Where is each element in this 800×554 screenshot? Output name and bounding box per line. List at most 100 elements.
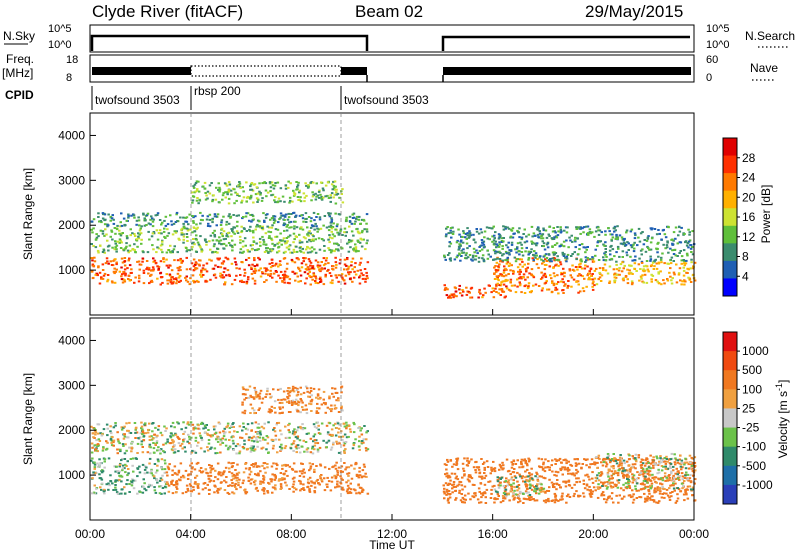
velocity-echo-cell <box>134 428 137 431</box>
power-echo-cell <box>292 241 295 244</box>
nave-tick-bottom: 0 <box>706 72 712 84</box>
nsky-panel-frame <box>89 24 695 53</box>
power-echo-cell <box>313 219 316 222</box>
power-echo-cell <box>239 186 242 189</box>
velocity-echo-cell <box>310 484 313 487</box>
velocity-echo-cell <box>105 423 109 426</box>
velocity-echo-cell <box>458 491 461 494</box>
velocity-echo-cell <box>512 471 516 474</box>
power-echo-cell <box>466 227 469 230</box>
velocity-echo-cell <box>167 490 171 493</box>
velocity-echo-cell <box>255 436 258 439</box>
velocity-echo-cell <box>339 482 343 485</box>
power-echo-cell <box>566 226 569 229</box>
velocity-echo-cell <box>543 470 547 473</box>
power-echo-cell <box>349 240 353 243</box>
power-echo-cell <box>314 192 317 195</box>
power-echo-cell <box>559 244 562 247</box>
velocity-echo-cell <box>585 464 588 467</box>
velocity-echo-cell <box>446 499 450 502</box>
power-echo-cell <box>250 220 253 223</box>
power-echo-cell <box>271 261 274 264</box>
velocity-echo-cell <box>96 465 100 468</box>
power-echo-cell <box>296 184 300 187</box>
velocity-echo-cell <box>217 488 221 491</box>
power-echo-cell <box>626 278 629 281</box>
power-echo-cell <box>468 254 472 256</box>
velocity-echo-cell <box>157 460 160 463</box>
power-echo-cell <box>332 268 335 271</box>
power-echo-cell <box>346 242 349 245</box>
power-echo-cell <box>511 269 515 272</box>
velocity-echo-cell <box>130 480 134 483</box>
power-echo-cell <box>245 212 248 215</box>
velocity-echo-cell <box>271 473 274 476</box>
power-echo-cell <box>185 247 188 249</box>
velocity-echo-cell <box>284 398 287 401</box>
velocity-echo-cell <box>542 461 545 464</box>
power-echo-cell <box>151 269 155 272</box>
velocity-echo-cell <box>171 421 175 424</box>
velocity-echo-cell <box>253 483 257 486</box>
power-echo-cell <box>271 184 275 187</box>
power-echo-cell <box>296 188 299 191</box>
power-echo-cell <box>497 274 501 277</box>
power-echo-cell <box>514 260 518 263</box>
power-echo-cell <box>613 276 616 279</box>
power-echo-cell <box>322 189 325 192</box>
power-echo-cell <box>320 261 323 263</box>
velocity-echo-cell <box>208 464 211 466</box>
velocity-echo-cell <box>255 439 258 442</box>
power-echo-cell <box>211 232 215 234</box>
power-echo-cell <box>646 237 650 240</box>
power-echo-cell <box>110 229 113 232</box>
power-echo-cell <box>131 232 134 235</box>
nave-label: Nave <box>750 61 778 75</box>
power-echo-cell <box>137 237 141 240</box>
velocity-echo-cell <box>227 492 231 495</box>
power-echo-cell <box>230 244 233 247</box>
velocity-echo-cell <box>582 495 586 498</box>
velocity-echo-cell <box>345 424 349 427</box>
power-echo-cell <box>114 246 117 249</box>
velocity-echo-cell <box>91 477 94 480</box>
velocity-echo-cell <box>342 488 345 491</box>
power-echo-cell <box>233 232 236 235</box>
power-echo-cell <box>578 244 581 246</box>
velocity-echo-cell <box>247 476 250 479</box>
velocity-echo-cell <box>134 479 137 482</box>
power-echo-cell <box>227 197 231 200</box>
velocity-echo-cell <box>298 475 302 477</box>
power-echo-cell <box>259 193 262 196</box>
velocity-echo-cell <box>166 438 169 441</box>
power-echo-cell <box>476 252 479 255</box>
velocity-echo-cell <box>293 431 297 434</box>
power-echo-cell <box>641 231 644 233</box>
velocity-echo-cell <box>248 385 252 388</box>
velocity-echo-cell <box>194 427 197 430</box>
velocity-echo-cell <box>117 472 120 475</box>
power-echo-cell <box>449 296 452 299</box>
velocity-echo-cell <box>312 387 316 390</box>
power-echo-cell <box>624 275 628 278</box>
velocity-echo-cell <box>153 433 156 436</box>
power-echo-cell <box>285 267 289 270</box>
power-echo-cell <box>458 246 461 249</box>
power-echo-cell <box>315 195 318 198</box>
velocity-echo-cell <box>243 409 247 412</box>
power-echo-cell <box>602 256 605 259</box>
power-echo-cell <box>556 274 559 277</box>
velocity-echo-cell <box>217 421 221 424</box>
power-echo-cell <box>231 229 234 232</box>
velocity-echo-cell <box>247 479 251 482</box>
velocity-echo-cell <box>285 401 289 404</box>
velocity-echo-cell <box>686 488 689 491</box>
velocity-echo-cell <box>252 409 256 412</box>
velocity-echo-cell <box>163 492 166 495</box>
power-echo-cell <box>685 259 688 262</box>
power-echo-cell <box>350 264 353 267</box>
power-echo-cell <box>119 247 123 249</box>
power-echo-cell <box>589 232 593 235</box>
power-echo-cell <box>527 233 531 236</box>
velocity-echo-cell <box>575 468 578 471</box>
